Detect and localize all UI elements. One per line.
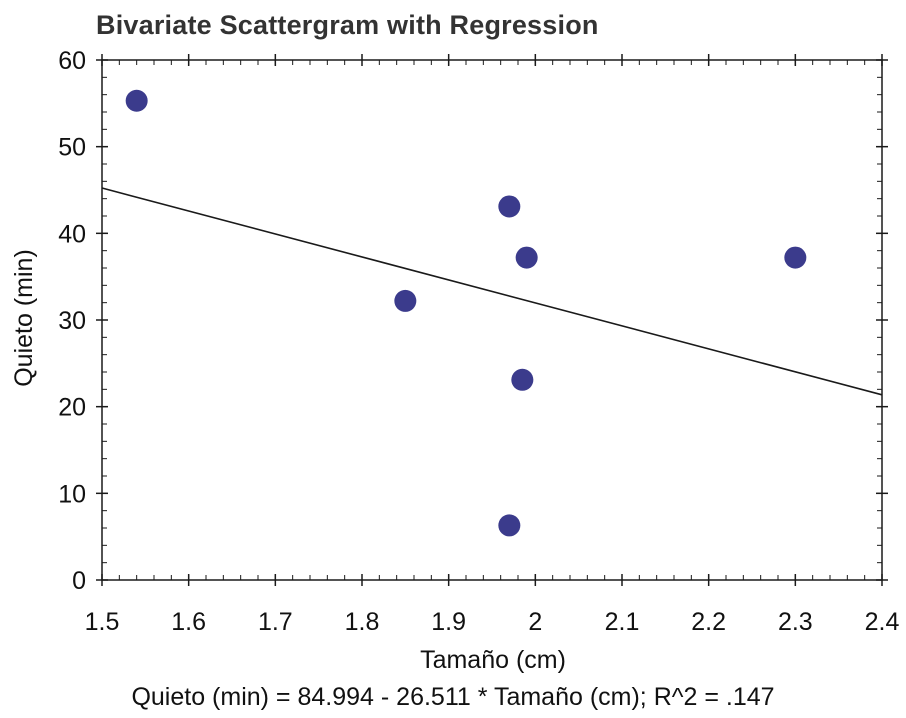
data-points [125, 89, 807, 537]
minor-ticks [101, 59, 883, 581]
data-point [498, 514, 521, 537]
y-tick-label: 50 [58, 134, 86, 162]
x-tick-label: 2.3 [778, 608, 813, 636]
x-tick-label: 1.5 [85, 608, 120, 636]
x-tick-label: 1.7 [258, 608, 293, 636]
data-point [394, 289, 417, 312]
data-point [498, 195, 521, 218]
x-tick-label: 2.1 [605, 608, 640, 636]
y-axis-label: Quieto (min) [10, 249, 38, 387]
y-tick-labels: 0 10 20 30 40 50 60 [58, 47, 86, 595]
regression-equation: Quieto (min) = 84.994 - 26.511 * Tamaño … [131, 683, 775, 711]
y-tick-label: 30 [58, 307, 86, 335]
data-point [125, 89, 148, 112]
chart-title: Bivariate Scattergram with Regression [96, 10, 599, 40]
x-tick-label: 2.2 [691, 608, 726, 636]
plot-frame [101, 59, 883, 581]
x-tick-label: 1.6 [171, 608, 206, 636]
x-tick-label: 1.9 [431, 608, 466, 636]
y-tick-label: 20 [58, 394, 86, 422]
y-tick-label: 10 [58, 480, 86, 508]
data-point [515, 246, 538, 269]
y-tick-label: 40 [58, 220, 86, 248]
regression-line [101, 187, 883, 396]
x-axis-label: Tamaño (cm) [420, 646, 566, 674]
major-ticks [96, 54, 888, 586]
plot-border [101, 59, 883, 581]
x-tick-label: 2 [528, 608, 542, 636]
x-tick-label: 2.4 [865, 608, 900, 636]
x-tick-label: 1.8 [345, 608, 380, 636]
x-tick-labels: 1.5 1.6 1.7 1.8 1.9 2 2.1 2.2 2.3 2.4 [85, 608, 900, 636]
data-point [511, 368, 534, 391]
data-point [784, 246, 807, 269]
regression-group [101, 187, 883, 396]
y-tick-label: 0 [72, 567, 86, 595]
y-tick-label: 60 [58, 47, 86, 75]
